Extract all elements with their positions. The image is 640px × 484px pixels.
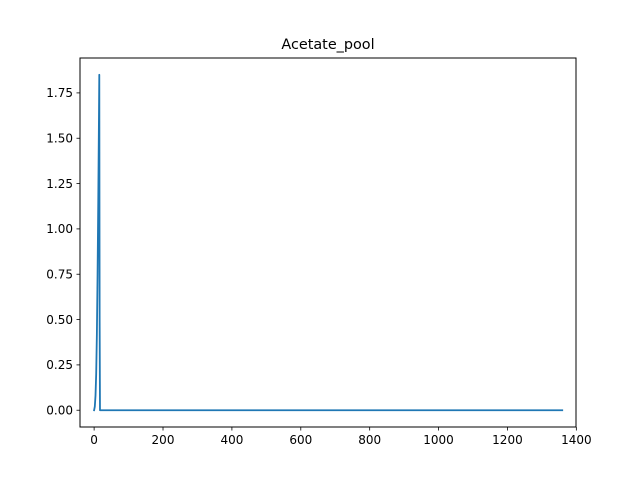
x-tick-label: 1200 xyxy=(492,433,523,447)
chart-title: Acetate_pool xyxy=(281,37,374,53)
x-tick-label: 400 xyxy=(220,433,243,447)
y-tick-label: 0.25 xyxy=(46,358,73,372)
y-axis: 0.00 0.25 0.50 0.75 1.00 1.25 1.50 1.75 xyxy=(46,86,80,418)
x-tick-label: 1000 xyxy=(423,433,454,447)
x-tick-label: 1400 xyxy=(561,433,592,447)
x-tick-label: 0 xyxy=(90,433,98,447)
y-tick-label: 1.00 xyxy=(46,222,73,236)
series-layer xyxy=(93,73,564,412)
x-axis: 0 200 400 600 800 1000 1200 1400 xyxy=(90,427,592,447)
y-tick-label: 0.50 xyxy=(46,313,73,327)
y-tick-label: 1.25 xyxy=(46,177,73,191)
series-line xyxy=(93,73,564,412)
plot-area-frame xyxy=(79,57,577,428)
x-tick-label: 600 xyxy=(289,433,312,447)
y-tick-label: 0.75 xyxy=(46,268,73,282)
x-tick-label: 800 xyxy=(358,433,381,447)
y-tick-label: 1.75 xyxy=(46,86,73,100)
x-tick-label: 200 xyxy=(152,433,175,447)
y-tick-label: 0.00 xyxy=(46,404,73,418)
y-tick-label: 1.50 xyxy=(46,132,73,146)
